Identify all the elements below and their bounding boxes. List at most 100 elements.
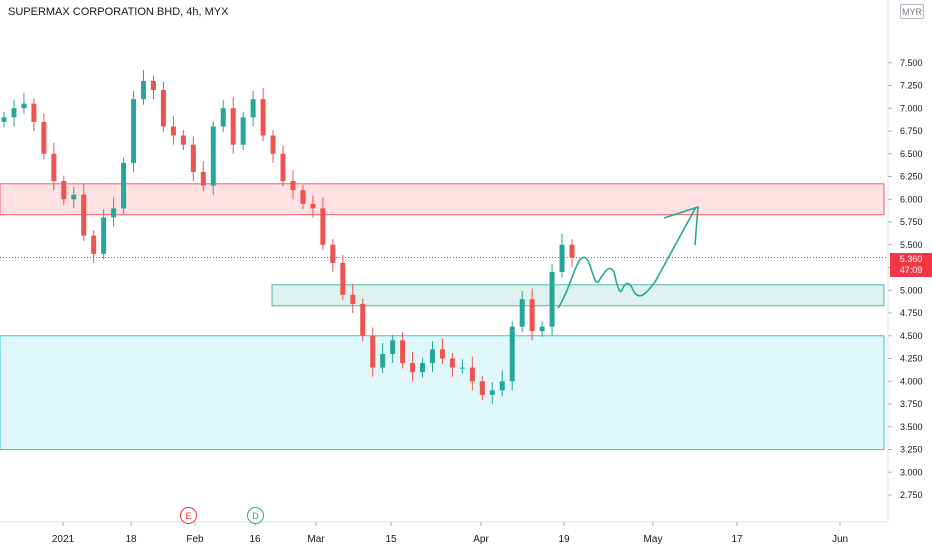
last-price-tag: 5.360 47:09 xyxy=(890,253,932,277)
x-tick-label: 19 xyxy=(558,534,570,545)
y-tick-label: 7.000 xyxy=(900,103,923,113)
candle-body xyxy=(101,217,107,254)
candle-body xyxy=(489,390,495,395)
candle-body xyxy=(529,299,535,332)
dividend-event-icon[interactable]: D xyxy=(247,507,264,524)
candle-body xyxy=(569,244,575,258)
candle-body xyxy=(141,80,147,100)
x-tick-label: 2021 xyxy=(52,534,75,545)
candle-body xyxy=(11,108,17,118)
x-tick-label: Mar xyxy=(307,534,325,545)
zone-support[interactable] xyxy=(271,284,885,307)
y-tick-label: 6.000 xyxy=(900,194,923,204)
y-tick-label: 4.000 xyxy=(900,376,923,386)
forecast-drawing[interactable] xyxy=(557,205,699,309)
candle-body xyxy=(131,99,137,163)
y-tick-label: 5.750 xyxy=(900,217,923,227)
candle-body xyxy=(270,135,276,154)
y-tick-label: 5.500 xyxy=(900,240,923,250)
candle-body xyxy=(200,171,206,186)
candle-body xyxy=(360,303,366,336)
x-tick-label: Apr xyxy=(473,534,489,545)
y-tick-label: 4.750 xyxy=(900,308,923,318)
candle-body xyxy=(51,153,57,182)
candle-body xyxy=(230,108,236,145)
last-price-value: 5.360 xyxy=(899,254,923,264)
candle-body xyxy=(509,326,515,382)
candle-body xyxy=(519,299,525,327)
candle-body xyxy=(240,117,246,145)
candle-body xyxy=(539,326,545,332)
x-tick-label: Feb xyxy=(186,534,204,545)
candles-layer xyxy=(1,70,575,404)
price-axis[interactable]: 7.500 7.250 7.000 6.750 6.500 6.250 6.000 5.750… xyxy=(888,58,923,500)
candle-body xyxy=(340,262,346,295)
y-tick-label: 3.250 xyxy=(900,445,923,455)
y-tick-label: 5.000 xyxy=(900,285,923,295)
x-tick-label: Jun xyxy=(832,534,848,545)
earnings-event-icon[interactable]: E xyxy=(180,507,197,524)
y-tick-label: 3.500 xyxy=(900,422,923,432)
x-tick-label: 17 xyxy=(731,534,743,545)
candle-body xyxy=(479,381,485,395)
y-tick-label: 7.250 xyxy=(900,81,923,91)
candle-body xyxy=(390,340,396,354)
candle-body xyxy=(320,208,326,245)
candle-body xyxy=(290,181,296,191)
candle-body xyxy=(370,335,376,368)
candle-body xyxy=(429,349,435,364)
time-axis[interactable]: 2021 18 Feb 16 Mar 15 Apr 19 May 17 Jun xyxy=(52,522,848,545)
x-tick-label: May xyxy=(644,534,663,545)
candle-body xyxy=(91,235,97,254)
candle-body xyxy=(61,181,67,200)
candle-body xyxy=(549,272,555,327)
y-tick-label: 3.000 xyxy=(900,467,923,477)
candle-body xyxy=(41,121,47,154)
y-tick-label: 6.500 xyxy=(900,149,923,159)
currency-badge[interactable]: MYR xyxy=(900,4,924,19)
candle-body xyxy=(160,90,166,127)
bar-countdown: 47:09 xyxy=(899,265,923,275)
candle-body xyxy=(21,103,27,109)
candle-body xyxy=(190,144,196,172)
candle-body xyxy=(559,244,565,273)
y-tick-label: 4.250 xyxy=(900,354,923,364)
y-tick-label: 2.750 xyxy=(900,490,923,500)
candle-body xyxy=(170,126,176,136)
candle-body xyxy=(280,153,286,182)
candle-body xyxy=(410,363,416,373)
candle-body xyxy=(210,126,216,186)
candle-body xyxy=(81,194,87,236)
x-tick-label: 15 xyxy=(385,534,397,545)
candle-body xyxy=(71,194,77,200)
candle-body xyxy=(220,108,226,127)
candle-body xyxy=(499,381,505,391)
candle-body xyxy=(420,363,426,373)
candle-body xyxy=(330,244,336,263)
chart-title: SUPERMAX CORPORATION BHD, 4h, MYX xyxy=(8,6,229,18)
y-tick-label: 6.750 xyxy=(900,126,923,136)
candle-body xyxy=(439,349,445,359)
candle-body xyxy=(150,80,156,91)
y-tick-label: 4.500 xyxy=(900,331,923,341)
candle-body xyxy=(350,294,356,304)
candle-body xyxy=(400,340,406,364)
zones-layer xyxy=(0,183,885,450)
y-tick-label: 6.250 xyxy=(900,172,923,182)
candle-body xyxy=(380,353,386,368)
candle-body xyxy=(250,99,256,118)
candle-body xyxy=(121,162,127,209)
candle-body xyxy=(180,135,186,145)
y-tick-label: 3.750 xyxy=(900,399,923,409)
candle-body xyxy=(310,203,316,209)
candle-body xyxy=(300,190,306,204)
y-tick-label: 7.500 xyxy=(900,58,923,68)
candle-body xyxy=(1,117,7,122)
candle-body xyxy=(449,358,455,368)
candle-body xyxy=(459,367,465,369)
x-tick-label: 18 xyxy=(125,534,137,545)
candle-body xyxy=(469,367,475,382)
candle-body xyxy=(260,99,266,136)
zone-resistance[interactable] xyxy=(0,183,885,216)
